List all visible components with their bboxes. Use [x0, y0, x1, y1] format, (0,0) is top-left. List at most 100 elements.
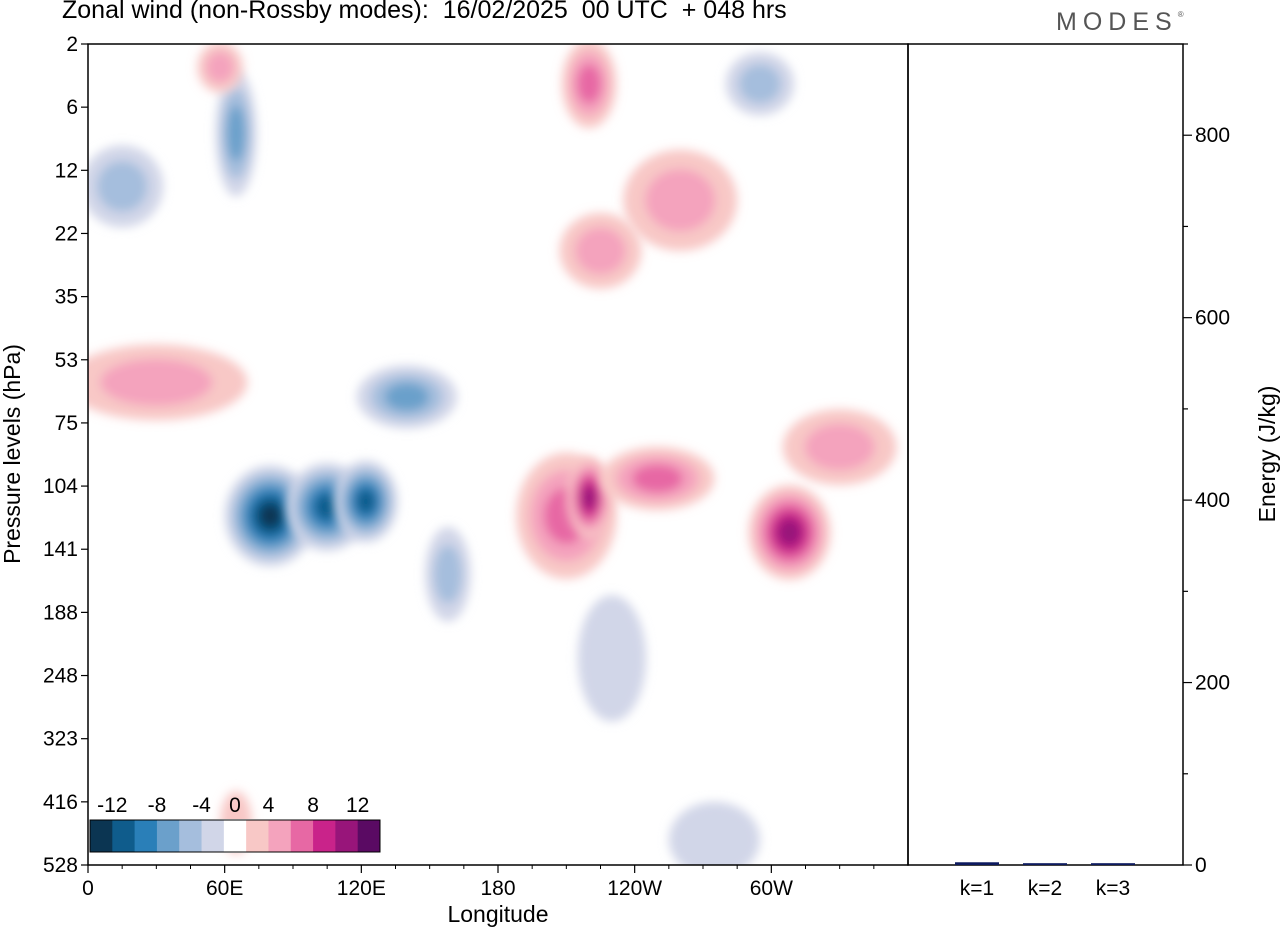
- wind-anomaly-19: [197, 44, 243, 93]
- colorbar-cell: [268, 820, 292, 852]
- wind-anomaly-6: [88, 145, 164, 228]
- chart-title: Zonal wind (non-Rossby modes): 16/02/202…: [62, 0, 787, 24]
- contour-band: [777, 518, 802, 546]
- contour-band: [738, 64, 781, 104]
- colorbar-cell: [179, 820, 203, 852]
- contour-band: [575, 227, 626, 275]
- wind-anomaly-2: [334, 460, 398, 543]
- wind-anomaly-4: [425, 526, 471, 622]
- contour-band: [96, 161, 148, 212]
- y-tick-label: 248: [43, 665, 78, 688]
- wind-anomaly-12: [782, 409, 897, 485]
- colorbar-cell: [335, 820, 359, 852]
- wind-anomaly-7: [88, 344, 248, 421]
- y-tick-label: 35: [55, 286, 78, 309]
- energy-bar: [1091, 863, 1135, 865]
- wind-anomaly-10: [600, 446, 715, 511]
- contour-band: [384, 382, 430, 411]
- contour-band: [577, 595, 647, 722]
- energy-bars: k=1 k=2 k=3: [955, 862, 1135, 900]
- wind-anomaly-11: [748, 485, 831, 580]
- colorbar-cell: [112, 820, 136, 852]
- energy-tick-label: 400: [1195, 489, 1230, 512]
- contour-band: [804, 423, 875, 471]
- y-tick-label: 6: [66, 96, 78, 119]
- y-axis-label: Pressure levels (hPa): [0, 344, 25, 564]
- x-axis-label: Longitude: [447, 901, 548, 927]
- x-tick-label: 120W: [607, 877, 662, 900]
- contour-band: [632, 464, 683, 493]
- contour-band: [100, 359, 213, 406]
- longitude-axis: 0 60E 120E 180 120W 60W: [82, 865, 875, 900]
- energy-axis-label: Energy (J/kg): [1254, 386, 1280, 523]
- x-tick-label: 60E: [206, 877, 243, 900]
- energy-tick-label: 600: [1195, 307, 1230, 330]
- colorbar-cell: [201, 820, 225, 852]
- colorbar-label: 12: [346, 794, 369, 817]
- contour-band: [582, 485, 596, 510]
- colorbar-label: 0: [229, 794, 241, 817]
- wind-anomaly-14: [623, 149, 738, 251]
- y-tick-label: 141: [43, 538, 78, 561]
- heatmap-plot: [88, 44, 897, 865]
- y-tick-label: 323: [43, 728, 78, 751]
- wind-anomaly-17: [668, 801, 760, 865]
- energy-tick-label: 200: [1195, 672, 1230, 695]
- colorbar-frame: [89, 819, 381, 853]
- wind-anomaly-18: [725, 52, 795, 116]
- colorbar-cell: [156, 820, 180, 852]
- colorbar-label: -8: [148, 794, 167, 817]
- colorbar-label: -12: [97, 794, 127, 817]
- y-tick-label: 2: [66, 33, 78, 56]
- colorbar-label: -4: [192, 794, 211, 817]
- y-tick-label: 53: [55, 349, 78, 372]
- energy-category-label: k=3: [1096, 877, 1130, 900]
- y-tick-label: 12: [55, 159, 78, 182]
- contour-band: [315, 494, 339, 520]
- colorbar-cell: [313, 820, 336, 852]
- wind-anomaly-9: [566, 456, 612, 539]
- wind-anomaly-13: [561, 44, 617, 129]
- wind-anomaly-3: [356, 365, 457, 429]
- energy-category-label: k=1: [960, 877, 994, 900]
- energy-category-label: k=2: [1028, 877, 1062, 900]
- y-tick-label: 75: [55, 412, 78, 435]
- modes-logo: MODES®: [1056, 8, 1184, 37]
- y-tick-label: 416: [43, 791, 78, 814]
- colorbar-label: 4: [263, 794, 275, 817]
- pressure-axis: 2 6 12 22 35 53 75 104 141 188 248 323 416 528: [43, 33, 88, 877]
- energy-bar: [1023, 863, 1067, 865]
- colorbar-cell: [90, 820, 113, 852]
- wind-anomaly-15: [559, 212, 642, 289]
- contour-band: [576, 64, 602, 104]
- contour-band: [206, 51, 235, 83]
- colorbar-cell: [246, 820, 269, 852]
- colorbar: -12 -8 -4 0 4 8 12: [89, 794, 381, 853]
- y-tick-label: 188: [43, 601, 78, 624]
- colorbar-cell: [357, 820, 381, 852]
- contour-band: [433, 545, 462, 604]
- wind-anomaly-5: [215, 70, 257, 197]
- x-tick-label: 180: [480, 877, 515, 900]
- contour-band: [259, 503, 282, 529]
- colorbar-cell: [223, 820, 247, 852]
- energy-tick-label: 0: [1195, 854, 1207, 877]
- colorbar-label: 8: [307, 794, 319, 817]
- energy-panel-frame: [907, 43, 1184, 866]
- energy-tick-label: 800: [1195, 124, 1230, 147]
- contour-band: [356, 489, 375, 514]
- contour-band: [645, 169, 716, 232]
- x-tick-label: 120E: [337, 877, 386, 900]
- colorbar-cell: [290, 820, 314, 852]
- x-tick-label: 0: [82, 877, 94, 900]
- x-tick-label: 60W: [750, 877, 793, 900]
- y-tick-label: 22: [55, 222, 78, 245]
- energy-axis: 0 200 400 600 800: [1183, 43, 1230, 877]
- colorbar-cell: [134, 820, 158, 852]
- logo-text: MODES: [1056, 8, 1178, 36]
- contour-band: [226, 105, 246, 162]
- energy-bar: [955, 862, 999, 865]
- y-tick-label: 528: [43, 854, 78, 877]
- registered-mark: ®: [1177, 10, 1184, 19]
